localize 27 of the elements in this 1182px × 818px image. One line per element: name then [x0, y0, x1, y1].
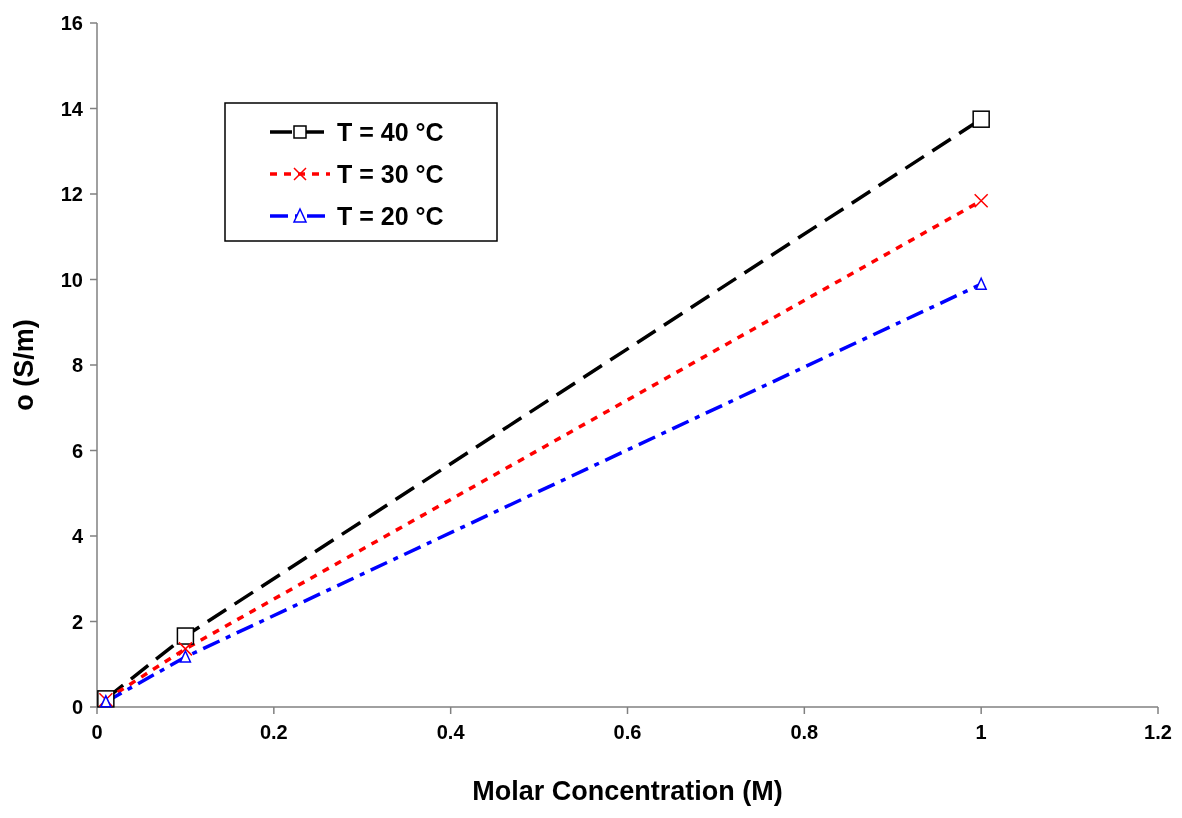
y-tick-label: 6	[71, 439, 83, 462]
point	[179, 650, 192, 663]
x-tick-label: 1	[975, 721, 987, 743]
legend-label: T = 40 °C	[337, 117, 444, 146]
x-tick-label: 0.6	[613, 721, 642, 743]
legend-label: T = 30 °C	[337, 159, 444, 188]
y-tick-label: 0	[71, 696, 83, 718]
y-tick-label: 4	[71, 525, 84, 547]
point	[176, 627, 195, 645]
x-tick-label: 0	[91, 721, 103, 743]
point	[972, 110, 990, 128]
x-tick-label: 0.8	[790, 721, 819, 743]
x-tick-label: 0.2	[259, 721, 288, 743]
y-tick-label: 8	[71, 354, 83, 376]
point	[973, 193, 989, 209]
x-axis-title: Molar Concentration (M)	[472, 776, 783, 806]
y-tick-label: 16	[60, 12, 83, 34]
x-tick-label: 1.2	[1144, 721, 1172, 743]
point	[975, 277, 987, 290]
y-tick-label: 12	[60, 183, 83, 205]
y-tick-label: 10	[60, 268, 83, 291]
x-tick-label: 0.4	[436, 721, 466, 743]
y-tick-label: 2	[71, 610, 83, 633]
legend-label: T = 20 °C	[337, 201, 444, 230]
y-axis-title: o (S/m)	[9, 319, 39, 411]
y-tick-label: 14	[60, 97, 84, 120]
point	[178, 641, 193, 657]
